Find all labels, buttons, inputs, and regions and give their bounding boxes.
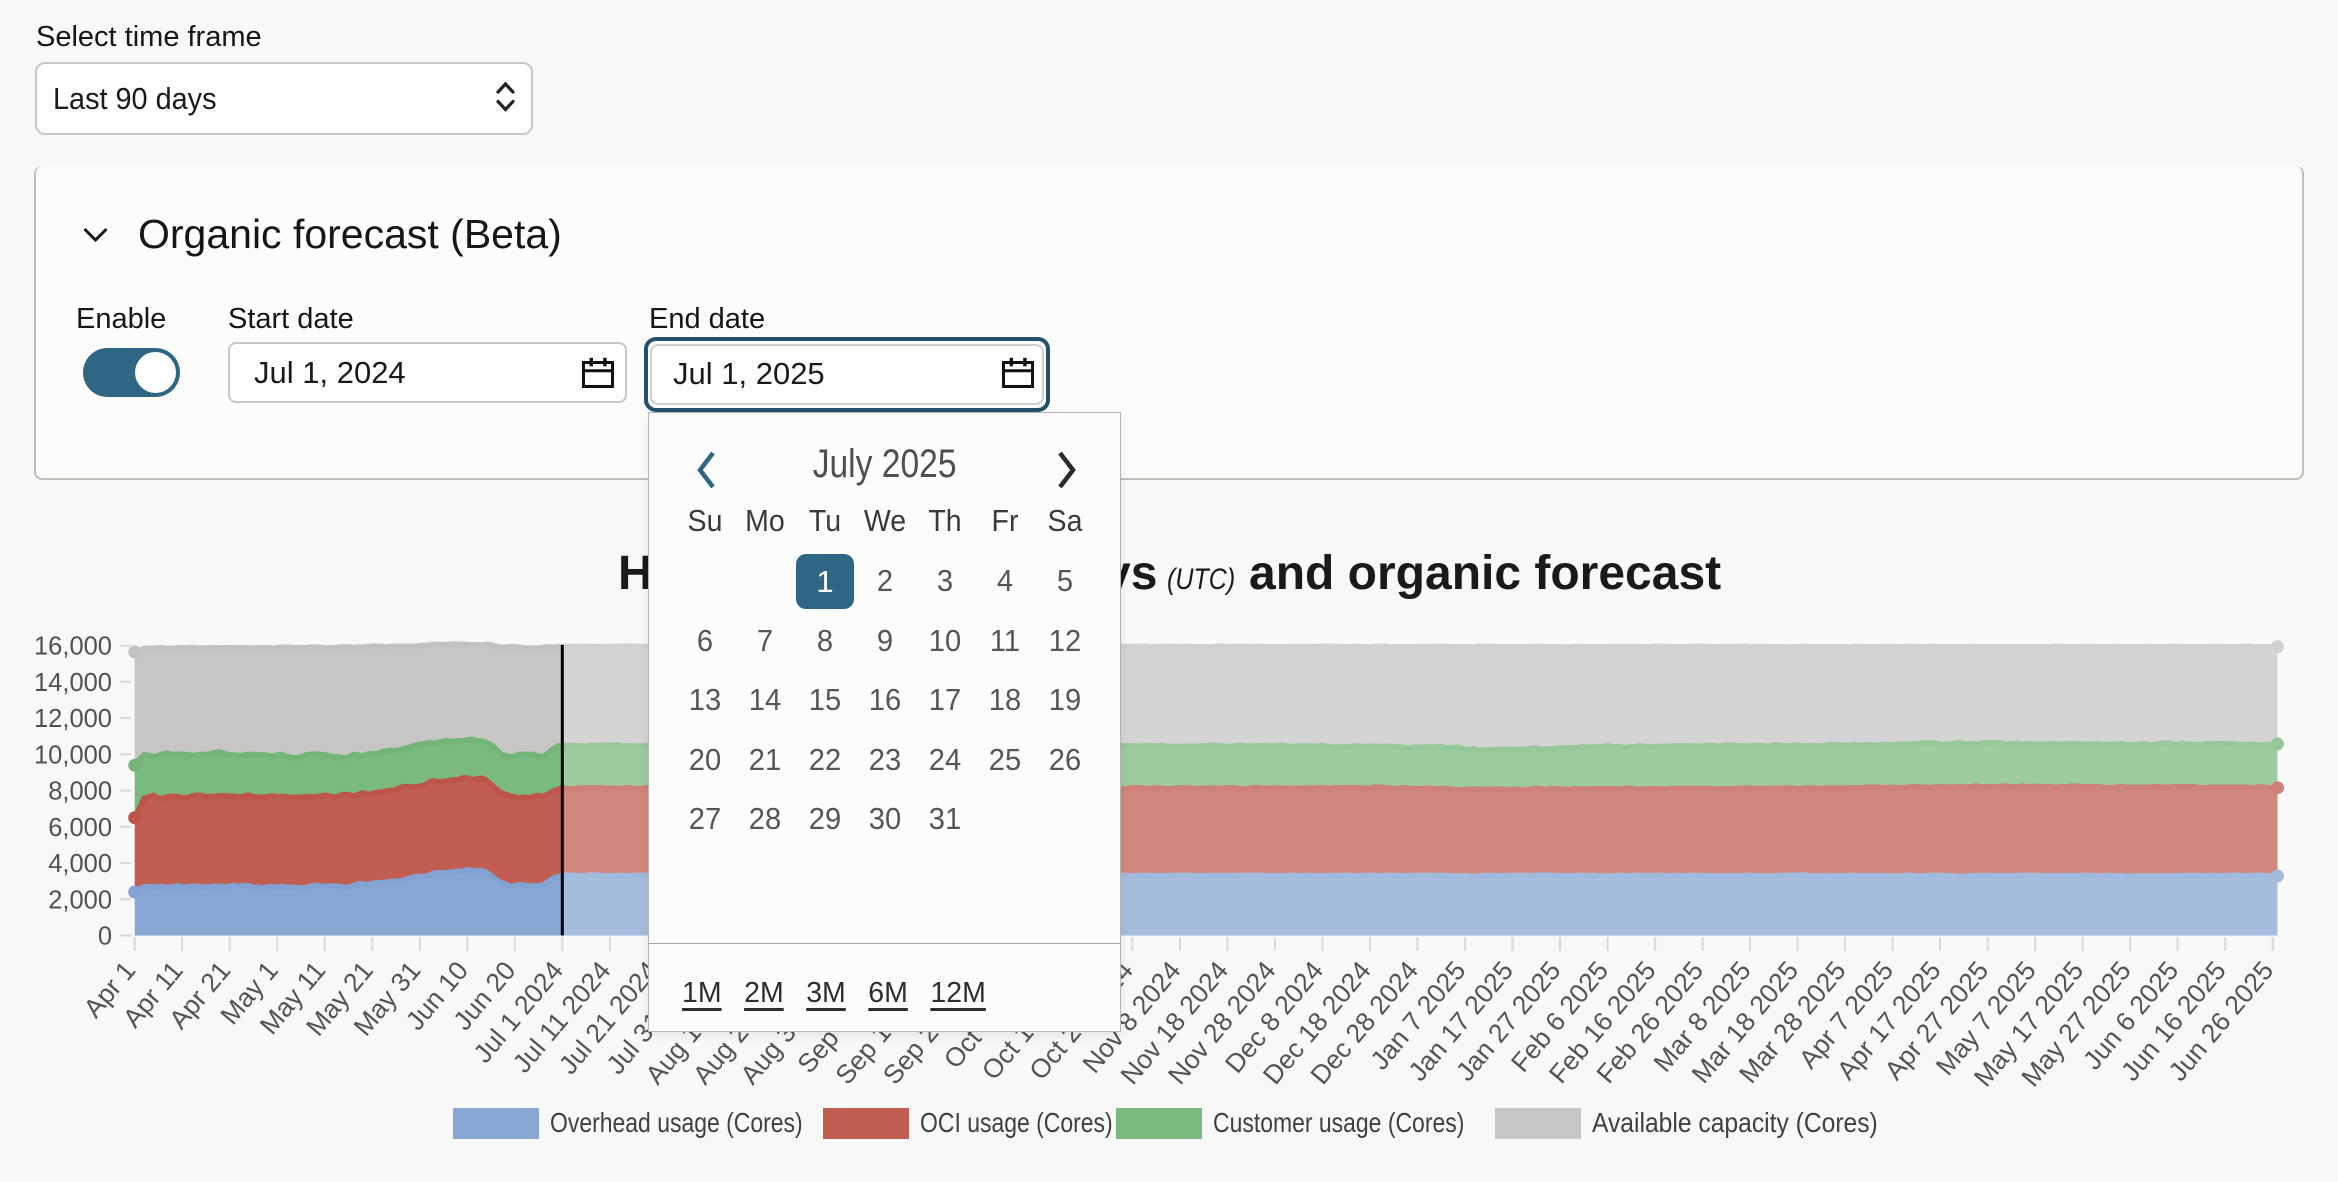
svg-text:10,000: 10,000 (34, 741, 112, 769)
svg-text:6,000: 6,000 (48, 814, 112, 842)
svg-text:14,000: 14,000 (34, 669, 112, 697)
svg-text:12,000: 12,000 (34, 705, 112, 733)
svg-text:2,000: 2,000 (48, 886, 112, 914)
svg-text:8,000: 8,000 (48, 778, 112, 806)
svg-text:16,000: 16,000 (34, 633, 112, 661)
svg-text:4,000: 4,000 (48, 850, 112, 878)
svg-text:0: 0 (98, 923, 112, 951)
